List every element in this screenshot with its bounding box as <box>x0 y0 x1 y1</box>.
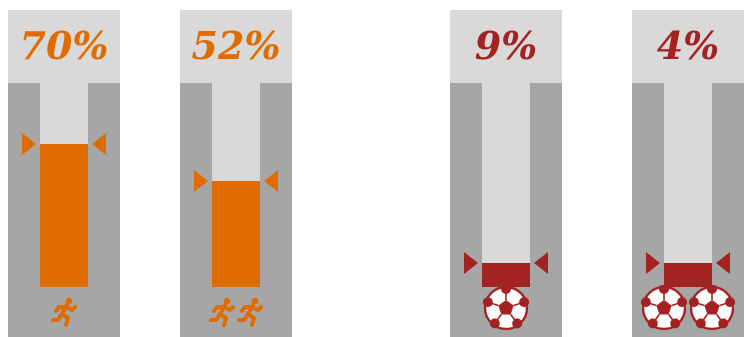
gauge-3: 9% <box>450 10 562 337</box>
gauge-header <box>632 10 744 83</box>
soccer-ball-icon <box>483 285 529 331</box>
runner-icon <box>209 297 235 327</box>
level-marker-left <box>22 133 36 156</box>
gauge-4: 4% <box>632 10 744 337</box>
gauge-header <box>180 10 292 83</box>
percent-label: 52% <box>191 23 281 68</box>
gauge-track <box>482 83 530 287</box>
level-marker-right <box>534 252 548 274</box>
soccer-ball-icon <box>689 285 735 331</box>
percent-label: 4% <box>656 23 720 68</box>
gauge-fill-bar <box>482 263 530 287</box>
runner-icon <box>51 297 77 327</box>
level-marker-right <box>92 133 106 156</box>
gauge-1: 70% <box>8 10 120 337</box>
gauge-header <box>8 10 120 83</box>
runner-icon <box>237 297 263 327</box>
icon-group <box>632 285 744 331</box>
gauge-fill-bar <box>40 144 88 287</box>
level-marker-right <box>264 169 278 192</box>
icon-group <box>180 290 292 334</box>
gauge-2: 52% <box>180 10 292 337</box>
level-marker-left <box>464 252 478 274</box>
icon-group <box>8 290 120 334</box>
percent-label: 70% <box>19 23 109 68</box>
level-marker-right <box>716 252 730 274</box>
gauge-fill-bar <box>212 180 260 287</box>
icon-group <box>450 285 562 331</box>
soccer-ball-icon <box>641 285 687 331</box>
gauge-fill-bar <box>664 263 712 287</box>
gauge-track <box>664 83 712 287</box>
level-marker-left <box>646 252 660 274</box>
gauge-header <box>450 10 562 83</box>
percent-label: 9% <box>474 23 538 68</box>
level-marker-left <box>194 169 208 192</box>
